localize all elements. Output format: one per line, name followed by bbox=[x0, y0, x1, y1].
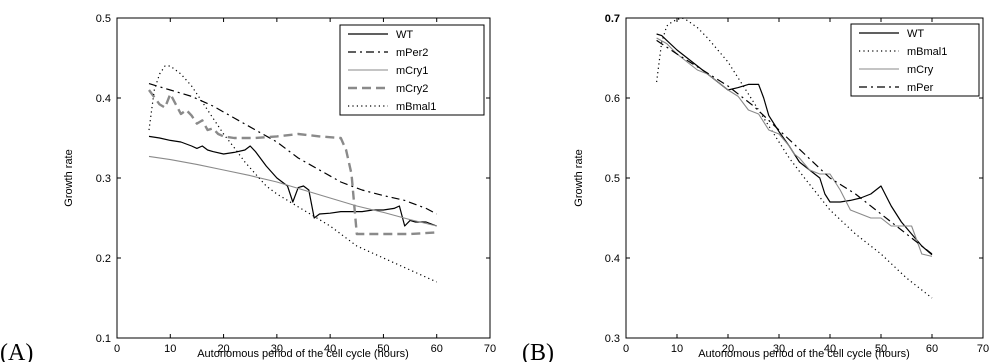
y-tick-label: 0.5 bbox=[96, 13, 111, 25]
series-line-mcry bbox=[656, 37, 933, 257]
x-axis-label: Autonomous period of the cell cycle (hou… bbox=[197, 348, 409, 360]
series-layer bbox=[656, 17, 933, 299]
legend-entry: mBmal1 bbox=[396, 101, 436, 113]
axis-ticks: 0 10 20 30 40 50 60 70 0.3 0.4 0.5 0.6 0.7 bbox=[605, 13, 989, 355]
legend-box bbox=[850, 23, 980, 97]
x-tick-label: 10 bbox=[164, 343, 176, 355]
series-line-mper bbox=[656, 39, 933, 255]
legend-entry: mBmal1 bbox=[907, 46, 947, 58]
x-axis-label: Autonomous period of the cell cycle (hou… bbox=[698, 348, 910, 360]
series-line-mcry2 bbox=[148, 89, 437, 236]
y-axis-label: Growth rate bbox=[63, 149, 75, 206]
x-tick-label: 50 bbox=[377, 343, 389, 355]
legend-entry: WT bbox=[396, 29, 413, 41]
legend-entry: mCry1 bbox=[396, 65, 428, 77]
series-line-mcry1 bbox=[148, 155, 437, 227]
y-tick-label: 0.4 bbox=[605, 253, 620, 265]
x-tick-label: 70 bbox=[977, 343, 989, 355]
x-tick-label: 60 bbox=[431, 343, 443, 355]
axis-ticks: 0 10 20 30 40 50 60 70 0.1 0.2 0.3 0.4 0.5 bbox=[96, 13, 496, 355]
y-tick-label: 0.1 bbox=[96, 333, 111, 345]
y-tick-label: 0.3 bbox=[605, 333, 620, 345]
x-tick-label: 0 bbox=[114, 343, 120, 355]
x-tick-label: 30 bbox=[773, 343, 785, 355]
panel-b-chart: 0 10 20 30 40 50 60 70 0.3 0.4 0.5 0.6 0.7 Autonomou… bbox=[522, 13, 989, 362]
series-line-mbmal1 bbox=[656, 17, 933, 299]
panel-label: (A) bbox=[0, 340, 33, 362]
y-tick-label: 0.6 bbox=[605, 93, 620, 105]
panel-label: (B) bbox=[522, 340, 554, 362]
y-tick-label: 0.3 bbox=[96, 173, 111, 185]
x-tick-label: 70 bbox=[484, 343, 496, 355]
legend: WT mPer2 mCry1 mCry2 mBmal1 bbox=[339, 24, 485, 116]
x-tick-label: 20 bbox=[217, 343, 229, 355]
series-line-mbmal1 bbox=[148, 65, 437, 283]
y-tick-label: 0.4 bbox=[96, 93, 111, 105]
legend-entry: mPer2 bbox=[396, 47, 428, 59]
legend-entry: mPer bbox=[907, 82, 934, 94]
series-line-mper2 bbox=[148, 83, 437, 215]
y-tick-label: 0.7 bbox=[605, 13, 620, 25]
x-tick-label: 60 bbox=[926, 343, 938, 355]
legend-entry: WT bbox=[907, 28, 924, 40]
y-axis-label: Growth rate bbox=[573, 149, 585, 206]
panel-a-chart: 0 10 20 30 40 50 60 70 0.1 0.2 0.3 0.4 0.5 Autonomou… bbox=[0, 13, 496, 362]
legend-entry: mCry2 bbox=[396, 83, 428, 95]
x-tick-label: 10 bbox=[671, 343, 683, 355]
y-tick-label: 0.5 bbox=[605, 173, 620, 185]
series-layer bbox=[148, 65, 437, 283]
x-tick-label: 20 bbox=[722, 343, 734, 355]
legend-entry: mCry bbox=[907, 64, 934, 76]
y-tick-label: 0.2 bbox=[96, 253, 111, 265]
legend: WT mBmal1 mCry mPer bbox=[850, 23, 980, 97]
x-tick-label: 40 bbox=[824, 343, 836, 355]
x-tick-label: 0 bbox=[623, 343, 629, 355]
x-tick-label: 50 bbox=[875, 343, 887, 355]
x-tick-label: 40 bbox=[324, 343, 336, 355]
series-line-wt bbox=[148, 135, 437, 227]
x-tick-label: 30 bbox=[271, 343, 283, 355]
